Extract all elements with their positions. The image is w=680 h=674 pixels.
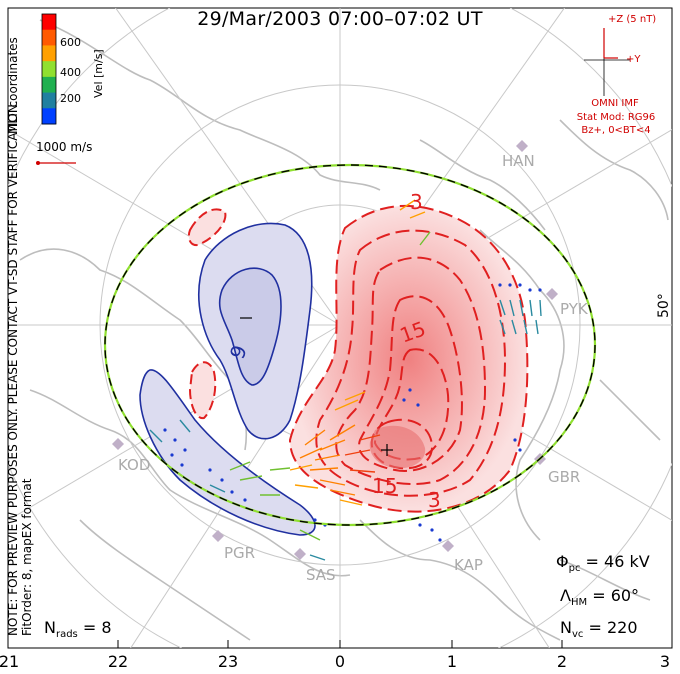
- stat-n-vc: Nvc = 220: [560, 618, 638, 640]
- site-kap: KAP: [454, 556, 483, 574]
- imf-model: Stat Mod: RG96: [576, 112, 656, 123]
- stat-nrads-sub: rads: [55, 629, 78, 641]
- colorbar-segment: [42, 29, 56, 46]
- stat-nrads-symbol: N: [44, 618, 56, 637]
- stat-lambda-value: = 60°: [587, 586, 640, 605]
- stat-phi-sub: pc: [568, 563, 581, 575]
- stat-nvc-value: = 220: [583, 618, 638, 637]
- contour-label-3-bottom: 3: [428, 488, 441, 512]
- colorbar-segment: [42, 76, 56, 94]
- colorbar-segment: [42, 92, 56, 109]
- mlt-tick-0: 0: [334, 652, 346, 671]
- latitude-label: 50°: [656, 293, 672, 318]
- mlt-tick-2: 2: [556, 652, 568, 671]
- site-pyk: PYK: [560, 300, 588, 318]
- stat-n-rads: Nrads = 8: [44, 618, 112, 640]
- colorbar-segment: [42, 108, 56, 125]
- contour-label-15-bottom: 15: [372, 474, 398, 498]
- imf-y-label: +Y: [626, 54, 641, 65]
- colorbar-segment: [42, 45, 56, 62]
- stat-phi-symbol: Φ: [556, 552, 569, 571]
- imf-clock: [584, 28, 630, 96]
- dusk-cell: [187, 204, 529, 513]
- imf-z-label: +Z (5 nT): [608, 14, 657, 25]
- mlt-tick-marks: [7, 640, 673, 648]
- velocity-vectors: [149, 199, 542, 561]
- contour-label-3-top: 3: [410, 190, 423, 214]
- stat-lambda-symbol: Λ: [560, 586, 571, 605]
- max-marker: [381, 444, 393, 456]
- vector-scale-label: 1000 m/s: [36, 140, 93, 154]
- site-han: HAN: [502, 152, 535, 170]
- mlt-tick-23: 23: [217, 652, 239, 671]
- site-pgr: PGR: [224, 544, 256, 562]
- hm-boundary-dash: [104, 164, 596, 526]
- imf-condition: Bz+, 0<BT<4: [581, 125, 651, 136]
- stat-nvc-symbol: N: [560, 618, 572, 637]
- mlt-tick-3: 3: [659, 652, 671, 671]
- colorbar-segment: [42, 61, 56, 78]
- colorbar-label: Vel [m/s]: [92, 49, 105, 98]
- stat-lambda-sub: HM: [570, 597, 588, 609]
- colorbar-tick-400: 400: [60, 66, 81, 79]
- map-title: 29/Mar/2003 07:00–07:02 UT: [197, 8, 483, 30]
- stat-phi-pc: Φpc = 46 kV: [556, 552, 650, 574]
- colorbar-border: [41, 13, 57, 125]
- colorbar-tick-200: 200: [60, 92, 81, 105]
- site-kod: KOD: [118, 456, 151, 474]
- colorbar-tick-600: 600: [60, 36, 81, 49]
- site-gbr: GBR: [548, 468, 581, 486]
- vector-scale: [36, 161, 76, 165]
- site-sas: SAS: [306, 566, 336, 584]
- stat-nrads-value: = 8: [77, 618, 112, 637]
- fitorder-note: FitOrder: 8, mapEX format: [20, 478, 34, 636]
- imf-source: OMNI IMF: [591, 98, 639, 109]
- coastlines: [19, 19, 669, 641]
- mlt-tick-1: 1: [446, 652, 458, 671]
- preview-note: NOTE: FOR PREVIEW PURPOSES ONLY. PLEASE …: [6, 100, 20, 636]
- stat-lambda-hm: ΛHM = 60°: [560, 586, 639, 608]
- stat-nvc-sub: vc: [571, 629, 584, 641]
- dawn-cell: [139, 222, 316, 536]
- colorbar-segment: [42, 14, 56, 31]
- mlt-tick-21: 21: [0, 652, 20, 671]
- colorbar: [41, 13, 57, 125]
- mlt-tick-22: 22: [107, 652, 129, 671]
- stat-phi-value: = 46 kV: [580, 552, 650, 571]
